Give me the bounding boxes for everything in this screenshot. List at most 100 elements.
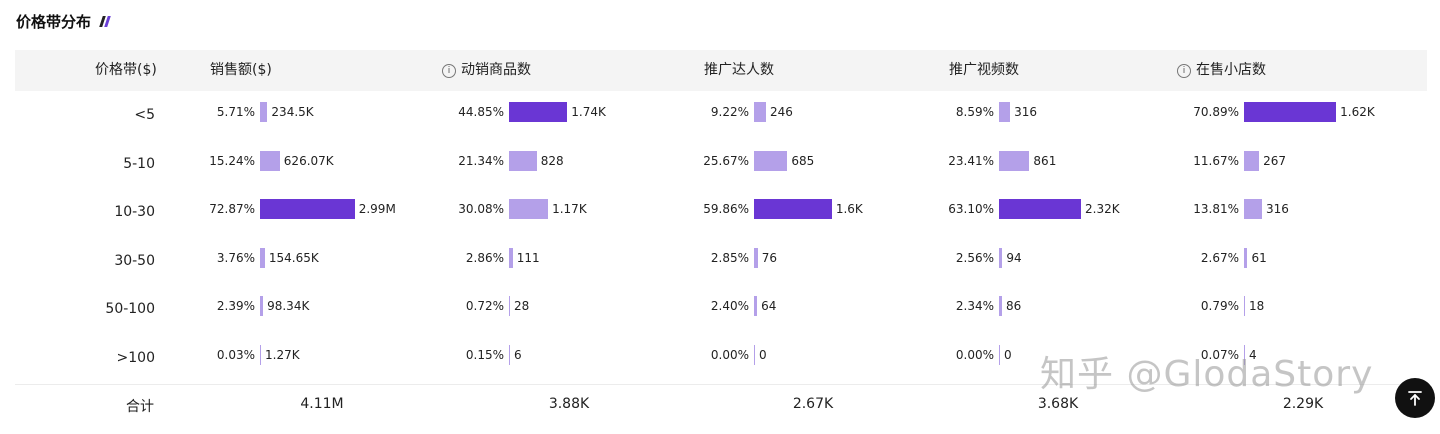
total-value: 4.11M [300, 396, 344, 412]
share-percent: 8.59% [955, 105, 994, 119]
watermark: 知乎 @GlodaStory [1040, 354, 1374, 395]
metric-value: 76 [761, 250, 777, 265]
share-percent: 2.85% [710, 250, 749, 265]
total-divider [15, 384, 1427, 385]
share-bar [260, 102, 268, 122]
share-percent: 2.67% [1200, 250, 1239, 265]
column-header-4: 推广视频数 [949, 50, 1019, 91]
metric-value: 1.62K [1340, 105, 1375, 119]
column-header-5: i 在售小店数 [1177, 50, 1266, 91]
share-bar [260, 344, 261, 365]
share-percent: 15.24% [209, 153, 255, 168]
metric-value: 86 [1006, 299, 1022, 313]
share-bar [999, 344, 1000, 365]
share-bar [754, 150, 788, 171]
column-header-label: 动销商品数 [461, 62, 531, 78]
metric-value: 267 [1263, 153, 1287, 168]
column-header-2: i 动销商品数 [442, 50, 531, 91]
metric-value: 111 [516, 250, 540, 265]
share-percent: 72.87% [209, 202, 255, 216]
metric-value: 4 [1249, 347, 1257, 362]
back-to-top-button[interactable] [1395, 378, 1435, 418]
price-band-label: 10-30 [114, 204, 155, 220]
metric-value: 0 [1004, 347, 1012, 362]
share-bar [1244, 344, 1245, 365]
column-header-label: 推广视频数 [949, 62, 1019, 78]
metric-value: 246 [769, 105, 793, 119]
share-percent: 59.86% [703, 202, 749, 216]
share-percent: 0.00% [955, 347, 994, 362]
metric-value: 234.5K [271, 105, 314, 119]
share-bar [999, 199, 1082, 219]
metric-value: 1.17K [552, 202, 587, 216]
column-header-label: 在售小店数 [1196, 62, 1266, 78]
share-bar [509, 102, 568, 122]
metric-value: 64 [761, 299, 777, 313]
price-band-label: 50-100 [105, 301, 155, 317]
share-percent: 2.86% [465, 250, 504, 265]
metric-value: 1.27K [265, 347, 300, 362]
info-icon[interactable]: i [1177, 63, 1191, 78]
share-bar [509, 150, 537, 171]
share-percent: 13.81% [1193, 202, 1239, 216]
share-bar [509, 296, 510, 316]
share-percent: 2.39% [216, 299, 255, 313]
share-percent: 2.40% [710, 299, 749, 313]
share-bar [509, 199, 549, 219]
share-percent: 0.00% [710, 347, 749, 362]
share-percent: 63.10% [948, 202, 994, 216]
share-bar [999, 296, 1003, 316]
metric-value: 6 [514, 347, 522, 362]
share-bar [754, 199, 832, 219]
share-bar [509, 247, 513, 268]
column-header-3: 推广达人数 [704, 50, 774, 91]
metric-value: 685 [791, 153, 815, 168]
share-percent: 0.07% [1200, 347, 1239, 362]
share-percent: 5.71% [216, 105, 255, 119]
share-bar [999, 102, 1011, 122]
info-icon[interactable]: i [442, 63, 456, 78]
share-percent: 23.41% [948, 153, 994, 168]
section-title: 价格带分布 [16, 11, 111, 32]
share-bar [1244, 150, 1260, 171]
total-value: 2.67K [792, 396, 834, 412]
share-bar [1244, 102, 1337, 122]
metric-value: 61 [1251, 250, 1267, 265]
total-value: 3.88K [548, 396, 590, 412]
share-bar [509, 344, 510, 365]
share-bar [260, 150, 280, 171]
metric-value: 1.6K [835, 202, 863, 216]
share-bar [1244, 247, 1248, 268]
section-title-text: 价格带分布 [16, 13, 92, 31]
share-bar [260, 199, 355, 219]
metric-value: 1.74K [571, 105, 606, 119]
price-band-label: >100 [116, 349, 155, 366]
share-percent: 25.67% [703, 153, 749, 168]
title-decoration-icon [99, 16, 111, 27]
metric-value: 28 [514, 299, 530, 313]
share-bar [754, 296, 758, 316]
share-percent: 44.85% [458, 105, 504, 119]
total-label: 合计 [126, 399, 154, 415]
total-value: 2.29K [1282, 396, 1324, 412]
metric-value: 2.32K [1085, 202, 1120, 216]
price-band-label: 5-10 [123, 155, 155, 172]
share-percent: 0.79% [1200, 299, 1239, 313]
share-bar [999, 247, 1003, 268]
metric-value: 626.07K [283, 153, 334, 168]
metric-value: 98.34K [267, 299, 310, 313]
share-bar [754, 247, 758, 268]
column-header-label: 价格带($) [95, 62, 157, 78]
price-band-label: 30-50 [114, 252, 155, 269]
share-percent: 30.08% [458, 202, 504, 216]
metric-value: 154.65K [268, 250, 319, 265]
column-header-label: 推广达人数 [704, 62, 774, 78]
share-percent: 0.72% [465, 299, 504, 313]
metric-value: 861 [1033, 153, 1057, 168]
arrow-up-to-top-icon [1408, 391, 1422, 406]
metric-value: 94 [1006, 250, 1022, 265]
share-percent: 9.22% [710, 105, 749, 119]
share-percent: 0.15% [465, 347, 504, 362]
metric-value: 18 [1249, 299, 1265, 313]
total-value: 3.68K [1037, 396, 1079, 412]
